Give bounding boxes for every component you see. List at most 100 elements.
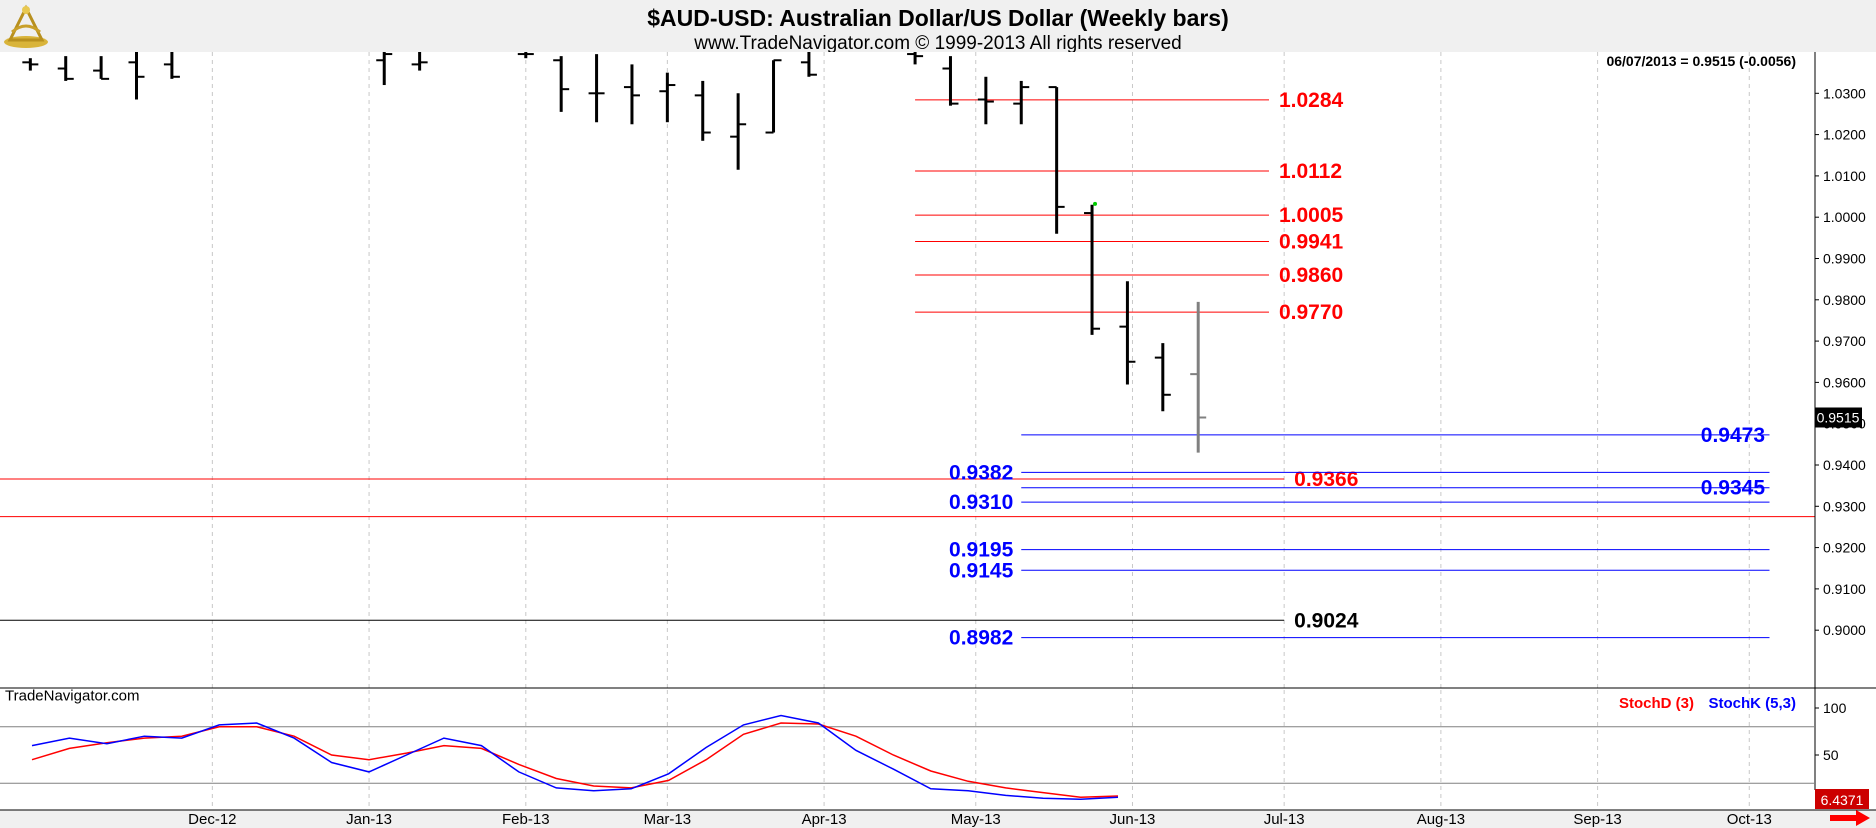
level-label-0.8982: 0.8982 [949, 627, 1013, 650]
stoch-line-StochK (5,3) [31, 714, 1119, 800]
y-tick-label: 1.0300 [1823, 85, 1866, 101]
price-bar-current [1190, 301, 1207, 453]
legend-stochd: StochD (3) [1619, 695, 1694, 712]
date-axis-background [0, 810, 1876, 828]
level-label-0.9310: 0.9310 [949, 491, 1013, 514]
price-levels: 1.0284 1.0112 1.0005 0.9941 0.9860 0.9770 0.93… [0, 89, 1815, 650]
stochastic-axis-ticks: 100 50 [1815, 700, 1847, 763]
price-bar-2013-05-17 [1048, 86, 1065, 234]
price-bar-2013-05-31 [1119, 281, 1136, 385]
sextant-logo-icon [4, 4, 48, 48]
header-background [0, 0, 1876, 52]
x-tick-label: Aug-13 [1417, 811, 1465, 828]
stochastic-reference-lines [0, 726, 1815, 784]
x-tick-label: Oct-13 [1727, 811, 1772, 828]
stochastic-lines [31, 714, 1119, 800]
green-marker [1093, 201, 1098, 206]
stochastic-vertical-gridlines [211, 690, 1750, 810]
vertical-gridlines [211, 52, 1750, 688]
x-tick-label: Jun-13 [1110, 811, 1156, 828]
y-tick-label: 0.9300 [1823, 498, 1866, 514]
level-label-0.9941: 0.9941 [1279, 231, 1344, 254]
y-tick-label: 1.0100 [1823, 168, 1866, 184]
scroll-right-arrow-icon[interactable] [1830, 810, 1870, 826]
date-axis-ticks: Dec-12 Jan-13 Feb-13 Mar-13 Apr-13 May-13 Jun-… [188, 811, 1772, 828]
y-tick-label: 0.9200 [1823, 540, 1866, 556]
price-panel: 1.0284 1.0112 1.0005 0.9941 0.9860 0.9770 0.93… [0, 52, 1815, 688]
y-tick-label: 0.9400 [1823, 457, 1866, 473]
price-bar-2012-11-23 [163, 52, 180, 79]
level-label-1.0284: 1.0284 [1279, 89, 1344, 112]
last-price-marker: 0.9515 [1815, 407, 1862, 428]
price-bar-2013-02-15 [588, 54, 605, 123]
price-bar-2013-04-19 [907, 52, 924, 65]
x-tick-label: Jan-13 [346, 811, 392, 828]
price-axis: 1.0300 1.0200 1.0100 1.0000 0.9900 0.9800 0.97… [1814, 52, 1876, 790]
watermark: TradeNavigator.com [5, 687, 140, 704]
price-axis-ticks: 1.0300 1.0200 1.0100 1.0000 0.9900 0.9800 0.97… [1815, 85, 1866, 638]
chart-subtitle: www.TradeNavigator.com © 1999-2013 All r… [693, 33, 1181, 54]
y-tick-label: 0.9800 [1823, 292, 1866, 308]
price-bar-2013-01-11 [411, 52, 428, 71]
price-bar-2013-03-01 [659, 72, 676, 123]
last-price-box [1815, 407, 1862, 428]
level-label-0.9195: 0.9195 [949, 539, 1014, 562]
last-price-label: 0.9515 [1817, 409, 1860, 425]
price-bar-2012-11-16 [128, 52, 145, 100]
price-bar-2013-03-22 [765, 59, 782, 134]
price-bar-2013-03-29 [800, 52, 817, 77]
level-label-0.9770: 0.9770 [1279, 301, 1343, 324]
price-bar-2013-02-08 [553, 56, 570, 112]
level-label-0.9345: 0.9345 [1701, 477, 1766, 500]
price-bar-2013-01-04 [376, 52, 393, 86]
chart-title: $AUD-USD: Australian Dollar/US Dollar (W… [647, 5, 1229, 31]
y-tick-label: 1.0000 [1823, 209, 1866, 225]
y-tick-label: 0.9900 [1823, 250, 1866, 266]
y-tick-label: 0.9000 [1823, 622, 1866, 638]
level-label-0.9366: 0.9366 [1294, 468, 1358, 491]
price-bars [22, 52, 1207, 453]
level-label-0.9860: 0.9860 [1279, 264, 1343, 287]
x-tick-label: Feb-13 [502, 811, 550, 828]
price-bar-2013-03-08 [694, 80, 711, 141]
stochastic-last-marker: 6.4371 [1815, 789, 1869, 809]
stochastic-last-box [1815, 789, 1869, 809]
price-axis-background [1815, 52, 1876, 688]
x-tick-label: Jul-13 [1264, 811, 1305, 828]
x-tick-label: Sep-13 [1573, 811, 1621, 828]
stochastic-legend: StochD (3) StochK (5,3) [1619, 695, 1796, 712]
price-bar-2013-04-26 [942, 56, 959, 106]
stochastic-last-label: 6.4371 [1821, 792, 1864, 808]
stoch-line-StochD (3) [31, 722, 1119, 799]
level-label-1.0112: 1.0112 [1279, 160, 1342, 183]
price-bar-2012-11-09 [93, 56, 110, 80]
x-tick-label: Apr-13 [802, 811, 847, 828]
level-label-1.0005: 1.0005 [1279, 204, 1344, 227]
y-tick-label: 1.0200 [1823, 127, 1866, 143]
price-bar-2013-02-01 [517, 52, 534, 59]
y-tick-label: 0.9700 [1823, 333, 1866, 349]
price-bar-2013-05-03 [977, 76, 994, 125]
price-bar-2013-02-22 [623, 64, 640, 125]
stochastic-panel: StochD (3) StochK (5,3) 100 50 6.4371 [0, 690, 1869, 810]
price-panel-background [0, 52, 1815, 688]
stoch-tick-label: 100 [1823, 700, 1847, 716]
price-bar-2013-05-10 [1013, 80, 1030, 125]
price-bar-2012-10-26 [22, 58, 39, 71]
level-label-0.9473: 0.9473 [1701, 424, 1765, 447]
legend-stochk: StochK (5,3) [1708, 695, 1796, 712]
header: $AUD-USD: Australian Dollar/US Dollar (W… [0, 0, 1876, 54]
x-tick-label: May-13 [951, 811, 1001, 828]
y-tick-label: 0.9100 [1823, 581, 1866, 597]
price-bar-2013-05-24 [1084, 204, 1101, 335]
stoch-tick-label: 50 [1823, 747, 1839, 763]
x-tick-label: Mar-13 [644, 811, 692, 828]
y-tick-label: 0.9600 [1823, 374, 1866, 390]
price-bar-2012-11-02 [57, 56, 74, 81]
price-bar-2013-03-15 [730, 93, 747, 170]
level-label-0.9024: 0.9024 [1294, 609, 1359, 632]
level-label-0.9145: 0.9145 [949, 559, 1014, 582]
x-tick-label: Dec-12 [188, 811, 236, 828]
level-label-0.9382: 0.9382 [949, 461, 1013, 484]
